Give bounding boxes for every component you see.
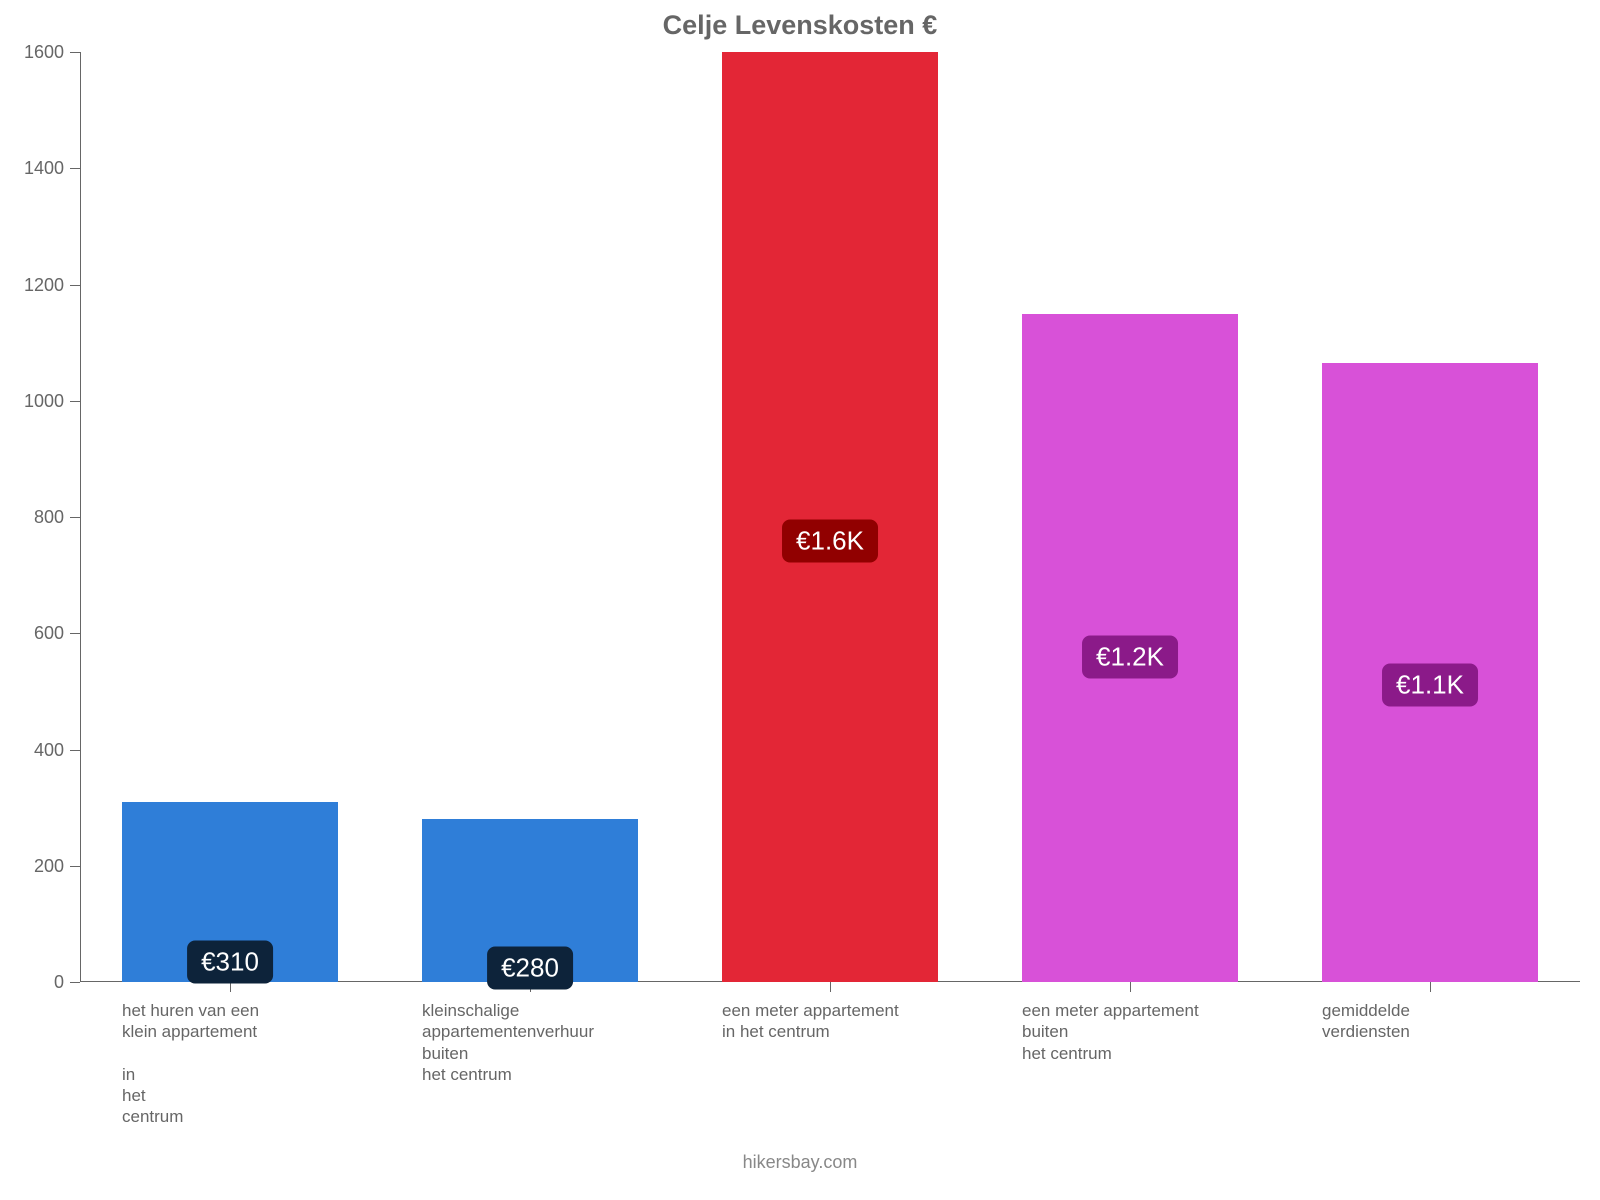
y-axis — [80, 52, 81, 982]
bar-value-label: €280 — [487, 947, 573, 990]
x-tick — [830, 982, 831, 992]
plot-area: 02004006008001000120014001600€310het hur… — [80, 52, 1580, 982]
bar-value-label: €1.6K — [782, 520, 878, 563]
y-tick-label: 1600 — [4, 42, 64, 63]
y-tick — [70, 285, 80, 286]
x-tick — [230, 982, 231, 992]
category-label: een meter appartementbuitenhet centrum — [1022, 1000, 1220, 1064]
y-tick — [70, 633, 80, 634]
y-tick — [70, 982, 80, 983]
bar — [722, 52, 938, 982]
credit-text: hikersbay.com — [0, 1152, 1600, 1173]
y-tick — [70, 401, 80, 402]
x-tick — [1430, 982, 1431, 992]
y-tick-label: 1000 — [4, 391, 64, 412]
y-tick-label: 400 — [4, 740, 64, 761]
x-tick — [1130, 982, 1131, 992]
category-label: kleinschaligeappartementenverhuurbuitenh… — [422, 1000, 620, 1085]
bar-value-label: €310 — [187, 940, 273, 983]
y-tick — [70, 866, 80, 867]
y-tick — [70, 52, 80, 53]
y-tick-label: 800 — [4, 507, 64, 528]
y-tick-label: 600 — [4, 623, 64, 644]
category-label: een meter appartementin het centrum — [722, 1000, 920, 1043]
chart-title: Celje Levenskosten € — [0, 10, 1600, 41]
y-tick — [70, 517, 80, 518]
bar-value-label: €1.1K — [1382, 663, 1478, 706]
y-tick — [70, 750, 80, 751]
y-tick — [70, 168, 80, 169]
y-tick-label: 1200 — [4, 275, 64, 296]
category-label: het huren van eenklein appartement inhet… — [122, 1000, 320, 1128]
y-tick-label: 200 — [4, 856, 64, 877]
y-tick-label: 1400 — [4, 158, 64, 179]
y-tick-label: 0 — [4, 972, 64, 993]
category-label: gemiddeldeverdiensten — [1322, 1000, 1520, 1043]
bar-value-label: €1.2K — [1082, 636, 1178, 679]
